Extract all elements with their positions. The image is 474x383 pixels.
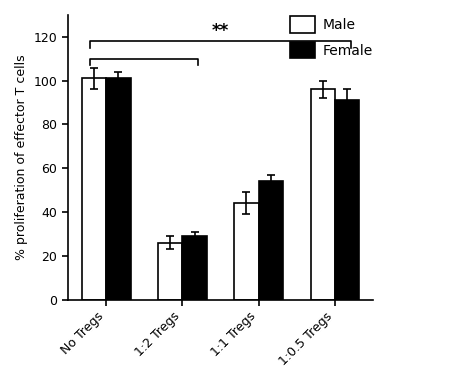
Y-axis label: % proliferation of effector T cells: % proliferation of effector T cells: [15, 54, 28, 260]
Text: **: **: [212, 21, 229, 39]
Bar: [310, 89, 335, 300]
Bar: [82, 79, 106, 300]
Bar: [335, 100, 359, 300]
Bar: [158, 242, 182, 300]
Bar: [234, 203, 259, 300]
Bar: [182, 236, 207, 300]
Bar: [106, 79, 130, 300]
Legend: Male, Female: Male, Female: [290, 16, 373, 59]
Bar: [259, 181, 283, 300]
